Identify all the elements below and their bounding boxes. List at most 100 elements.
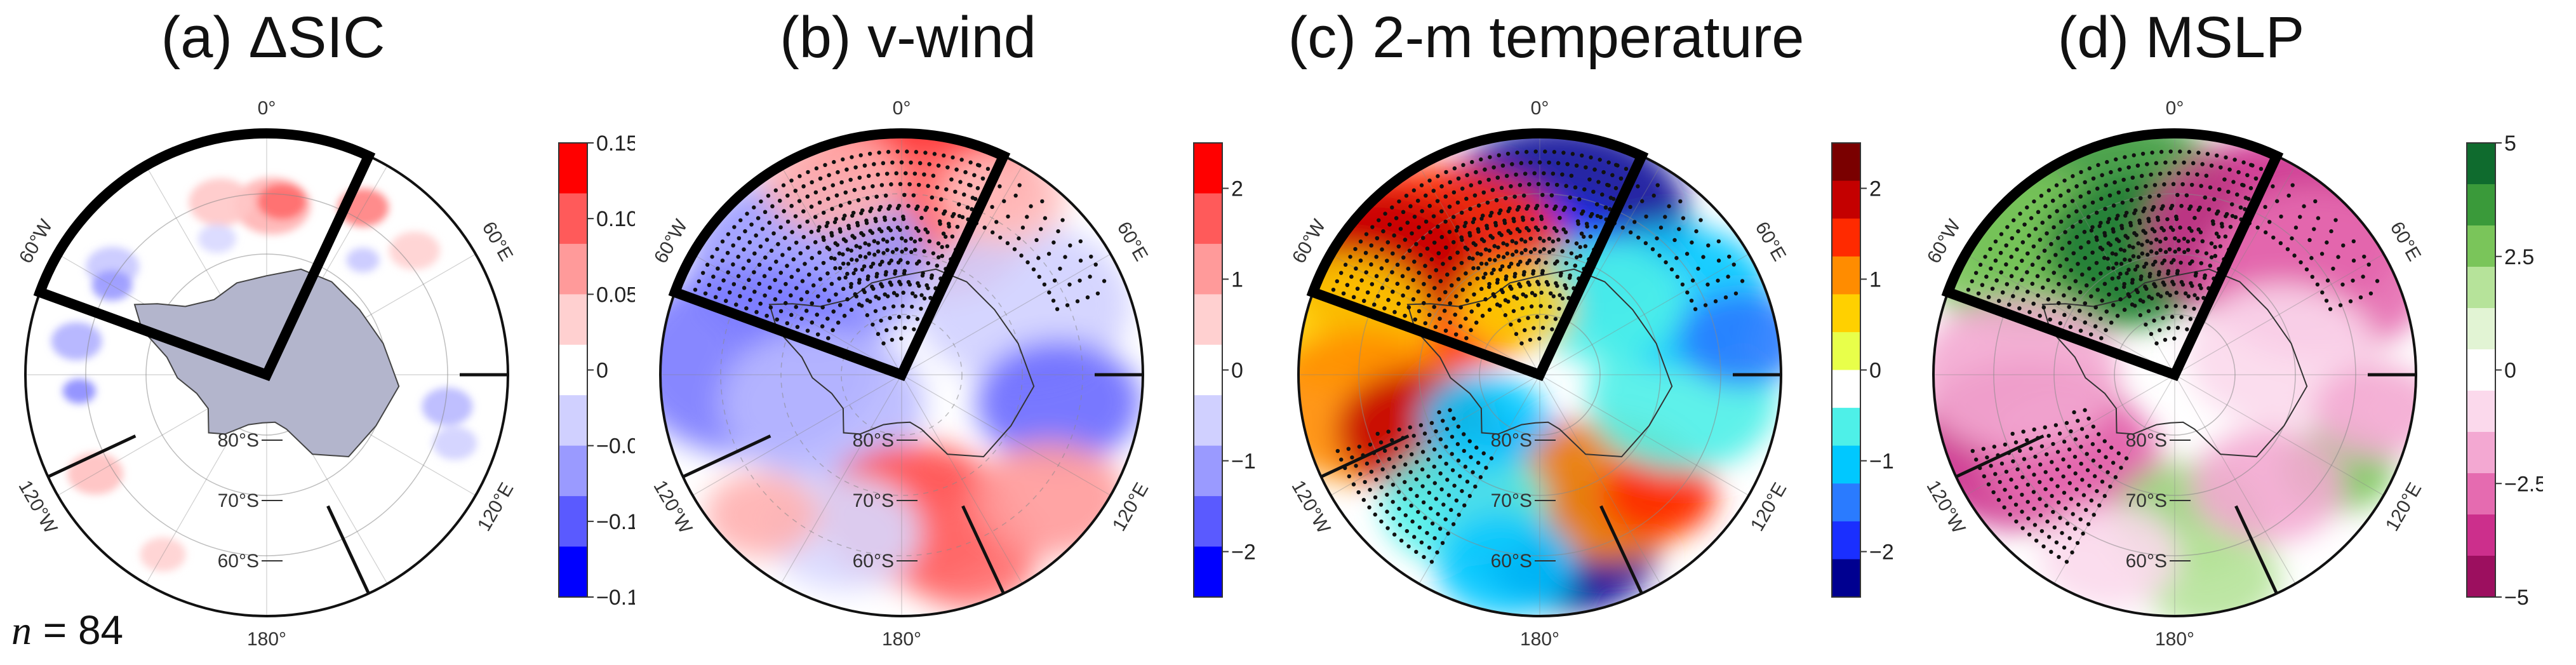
significance-dot xyxy=(958,180,963,184)
significance-dot xyxy=(2134,232,2139,238)
meridian-line xyxy=(1539,374,1661,584)
significance-dot xyxy=(1065,303,1070,307)
significance-dot xyxy=(2104,328,2108,332)
significance-dot xyxy=(1047,290,1051,295)
significance-dot xyxy=(811,283,816,288)
polar-map: 0°60°E120°E180°120°W60°W80°S70°S60°S210−… xyxy=(649,98,1255,650)
significance-dot xyxy=(816,228,821,233)
significance-dot xyxy=(1528,250,1533,254)
significance-dot xyxy=(1664,260,1668,265)
significance-dot xyxy=(2038,313,2042,318)
significance-dot xyxy=(1443,194,1448,199)
significance-dot xyxy=(1029,204,1033,208)
anomaly-blob xyxy=(1602,451,1717,537)
significance-dot xyxy=(2029,216,2034,220)
significance-dot xyxy=(2119,262,2124,266)
significance-dot xyxy=(2025,270,2029,274)
significance-dot xyxy=(1025,215,1029,219)
significance-dot xyxy=(867,251,872,256)
significance-dot xyxy=(1677,227,1681,231)
significance-dot xyxy=(794,305,798,309)
significance-dot xyxy=(2125,187,2130,192)
significance-dot xyxy=(2076,502,2081,507)
significance-dot xyxy=(1551,239,1556,244)
latitude-label: 70°S xyxy=(218,490,259,511)
significance-dot xyxy=(853,165,858,170)
significance-dot xyxy=(805,194,810,199)
meridian-line xyxy=(2174,374,2296,584)
significance-dot xyxy=(865,277,870,281)
colorbar-segment xyxy=(1194,496,1222,547)
significance-dot xyxy=(2085,468,2090,473)
significance-dot xyxy=(1455,225,1460,229)
significance-dot xyxy=(876,332,881,337)
significance-dot xyxy=(2041,266,2046,271)
significance-dot xyxy=(833,266,838,271)
significance-dot xyxy=(1973,271,1979,275)
colorbar-segment xyxy=(1194,294,1222,346)
significance-dot xyxy=(1992,445,1997,449)
longitude-label: 60°E xyxy=(1113,218,1152,265)
significance-dot xyxy=(1652,193,1656,198)
significance-dot xyxy=(1355,286,1360,291)
significance-dot xyxy=(825,316,830,321)
significance-dot xyxy=(2299,260,2303,265)
colorbar-segment xyxy=(559,445,587,497)
significance-dot xyxy=(894,247,899,252)
significance-dot xyxy=(1037,274,1041,279)
significance-dot xyxy=(2026,516,2031,521)
significance-dot xyxy=(1439,184,1444,189)
significance-dot xyxy=(890,250,895,254)
significance-dot xyxy=(1078,239,1083,244)
significance-dot xyxy=(1420,467,1425,472)
significance-dot xyxy=(826,336,831,340)
significance-dot xyxy=(1406,266,1411,271)
significance-dot xyxy=(863,241,867,246)
significance-dot xyxy=(1533,293,1537,298)
significance-dot xyxy=(2141,209,2146,213)
significance-dot xyxy=(742,247,746,252)
significance-dot xyxy=(1419,183,1424,187)
significance-dot xyxy=(1411,278,1415,283)
significance-dot xyxy=(2043,204,2048,208)
significance-dot xyxy=(2178,225,2182,230)
significance-dot xyxy=(1002,199,1006,203)
significance-dot xyxy=(2154,341,2159,346)
significance-dot xyxy=(1471,266,1476,271)
significance-dot xyxy=(1523,171,1528,176)
significance-dot xyxy=(1490,271,1494,276)
significance-dot xyxy=(2149,332,2154,337)
significance-dot xyxy=(858,153,863,158)
colorbar-segment xyxy=(2467,349,2495,391)
significance-dot xyxy=(768,305,773,310)
significance-dot xyxy=(2175,325,2180,330)
significance-dot xyxy=(1442,309,1447,313)
significance-dot xyxy=(1579,231,1584,236)
significance-dot xyxy=(912,248,918,252)
significance-dot xyxy=(2316,216,2321,220)
colorbar-segment xyxy=(1194,143,1222,194)
significance-dot xyxy=(1509,184,1513,189)
significance-dot xyxy=(2195,296,2200,301)
significance-dot xyxy=(2004,243,2008,248)
significance-dot xyxy=(914,261,919,266)
significance-dot xyxy=(1448,256,1452,260)
significance-dot xyxy=(2065,521,2070,526)
significance-dot xyxy=(1429,257,1434,262)
meridian-line xyxy=(1330,374,1540,496)
significance-dot xyxy=(1432,536,1437,541)
significance-dot xyxy=(1441,502,1446,507)
significance-dot xyxy=(1392,233,1396,238)
significance-dot xyxy=(1508,231,1513,235)
significance-dot xyxy=(2123,213,2128,218)
significance-dot xyxy=(874,274,879,279)
significance-dot xyxy=(902,192,907,198)
significance-dot xyxy=(1986,295,1991,300)
latitude-circle xyxy=(2114,314,2236,436)
significance-dot xyxy=(2047,259,2052,264)
significance-dot xyxy=(1357,445,1362,449)
significance-dot xyxy=(1588,234,1593,239)
significance-dot xyxy=(1471,257,1475,261)
significance-dot xyxy=(1448,408,1452,412)
significance-dot xyxy=(1434,497,1439,501)
